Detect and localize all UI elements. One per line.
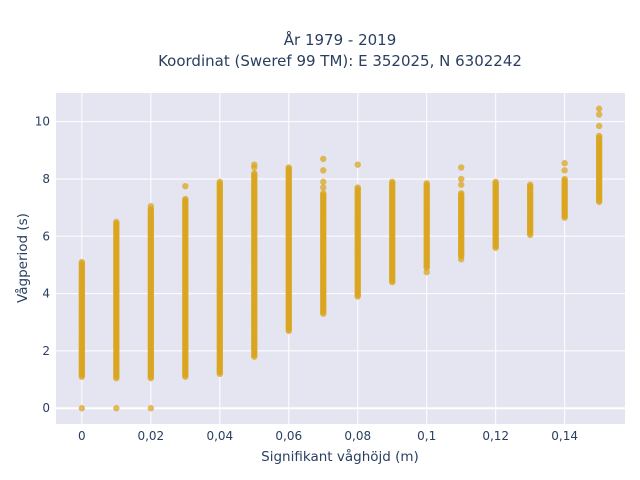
scatter-point bbox=[147, 202, 155, 210]
x-tick-label: 0,14 bbox=[551, 429, 578, 443]
scatter-point bbox=[320, 167, 327, 174]
scatter-point bbox=[216, 178, 224, 186]
scatter-point bbox=[526, 181, 534, 188]
scatter-point bbox=[320, 155, 327, 163]
scatter-point bbox=[457, 190, 465, 197]
scatter-point bbox=[561, 175, 568, 183]
y-tick-label: 6 bbox=[42, 229, 50, 243]
scatter-point bbox=[78, 258, 86, 266]
x-tick-label: 0,04 bbox=[206, 429, 233, 443]
scatter-points bbox=[78, 105, 603, 412]
scatter-point bbox=[389, 178, 396, 186]
y-tick-label: 0 bbox=[42, 401, 50, 415]
scatter-point bbox=[78, 405, 86, 412]
scatter-point bbox=[182, 195, 189, 203]
chart-title-line2: Koordinat (Sweref 99 TM): E 352025, N 63… bbox=[158, 52, 522, 70]
x-tick-label: 0,12 bbox=[482, 429, 509, 443]
x-tick-labels: 0 0,02 0,04 0,06 0,08 0,1 0,12 0,14 bbox=[78, 429, 578, 443]
scatter-point bbox=[492, 178, 499, 186]
scatter-point bbox=[423, 268, 430, 276]
y-axis-label: Vågperiod (s) bbox=[14, 213, 31, 303]
scatter-point bbox=[595, 111, 603, 118]
x-tick-label: 0 bbox=[78, 429, 86, 443]
scatter-point bbox=[561, 160, 568, 167]
scatter-point bbox=[251, 161, 258, 168]
x-tick-label: 0,02 bbox=[137, 429, 164, 443]
y-tick-label: 2 bbox=[42, 344, 50, 358]
x-tick-label: 0,08 bbox=[344, 429, 371, 443]
scatter-point bbox=[595, 105, 603, 112]
y-tick-labels: 0 2 4 6 8 10 bbox=[35, 115, 50, 416]
scatter-point bbox=[320, 178, 327, 186]
scatter-point bbox=[595, 122, 603, 130]
y-tick-label: 4 bbox=[42, 287, 50, 301]
scatter-point bbox=[354, 161, 361, 168]
scatter-point bbox=[457, 181, 465, 188]
scatter-point bbox=[423, 180, 430, 187]
scatter-point bbox=[320, 184, 327, 191]
scatter-point bbox=[320, 190, 327, 197]
y-tick-label: 10 bbox=[35, 115, 50, 129]
plot-area bbox=[56, 93, 625, 424]
x-tick-label: 0,06 bbox=[275, 429, 302, 443]
scatter-point bbox=[251, 170, 258, 177]
scatter-point bbox=[113, 218, 120, 226]
scatter-point bbox=[457, 256, 465, 263]
scatter-point bbox=[147, 405, 155, 412]
x-axis-label: Signifikant våghöjd (m) bbox=[261, 448, 419, 465]
x-tick-label: 0,1 bbox=[417, 429, 436, 443]
y-tick-label: 8 bbox=[42, 172, 50, 186]
scatter-point bbox=[561, 167, 568, 174]
scatter-point bbox=[457, 164, 465, 171]
scatter-point bbox=[182, 182, 189, 190]
scatter-point bbox=[595, 132, 603, 140]
scatter-point bbox=[113, 405, 120, 412]
scatter-point bbox=[457, 175, 465, 183]
chart-title-line1: År 1979 - 2019 bbox=[284, 30, 397, 49]
scatter-point bbox=[354, 184, 361, 191]
scatter-point bbox=[285, 164, 292, 171]
